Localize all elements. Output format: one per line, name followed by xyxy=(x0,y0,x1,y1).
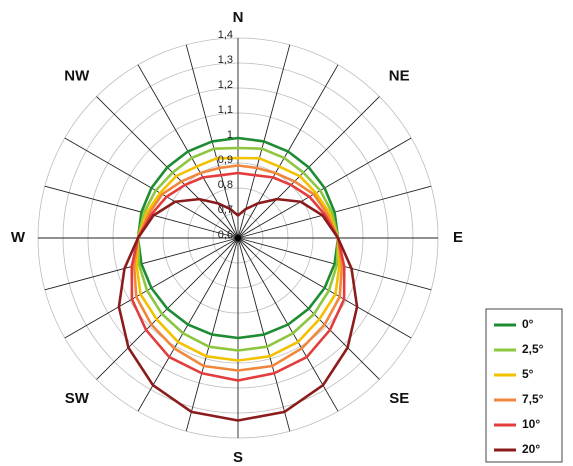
radial-tick-label: 1 xyxy=(227,129,233,141)
series-line xyxy=(136,136,340,340)
series-line xyxy=(130,171,346,382)
radial-tick-label: 1,4 xyxy=(218,29,233,41)
radial-tick-label: 1,1 xyxy=(218,104,233,116)
legend-label: 2,5° xyxy=(522,342,544,356)
legend-label: 10° xyxy=(522,417,540,431)
center-dot xyxy=(235,235,241,241)
legend-box xyxy=(485,308,563,463)
legend-label: 5° xyxy=(522,367,534,381)
series-line xyxy=(136,146,340,352)
plot-area: 0,6 0,7 0,8 0,9 1 1,1 1,2 1,3 1,4 xyxy=(117,29,359,422)
radial-tick-label: 0,6 xyxy=(218,229,233,241)
radial-tick-label: 0,9 xyxy=(218,154,233,166)
direction-label: SE xyxy=(389,390,409,407)
direction-label: NW xyxy=(64,68,90,85)
direction-label: S xyxy=(233,449,243,466)
series-line xyxy=(135,156,341,362)
direction-label: W xyxy=(11,229,26,246)
radial-tick-label: 1,2 xyxy=(218,79,233,91)
legend-label: 0° xyxy=(522,317,534,331)
radial-tick-label: 1,3 xyxy=(218,54,233,66)
radial-tick-label: 0,7 xyxy=(218,204,233,216)
direction-label: NE xyxy=(389,68,410,85)
direction-label: SW xyxy=(65,390,90,407)
series-line xyxy=(132,164,344,372)
direction-label: N xyxy=(233,9,244,26)
legend-label: 7,5° xyxy=(522,392,544,406)
legend-label: 20° xyxy=(522,442,540,456)
radial-tick-label: 0,8 xyxy=(218,179,233,191)
series-line xyxy=(117,197,359,422)
legend: 0° 2,5° 5° 7,5° 10° 20° xyxy=(494,317,544,456)
direction-label: E xyxy=(453,229,463,246)
